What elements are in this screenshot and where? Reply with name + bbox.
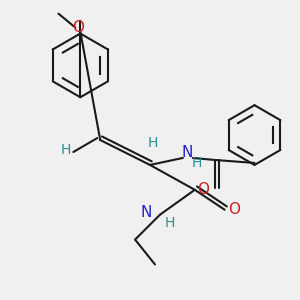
Text: O: O <box>72 20 84 35</box>
Text: H: H <box>60 143 70 157</box>
Text: H: H <box>192 156 202 170</box>
Text: O: O <box>229 202 241 217</box>
Text: N: N <box>181 146 193 160</box>
Text: N: N <box>141 205 152 220</box>
Text: O: O <box>197 182 209 197</box>
Text: H: H <box>165 216 175 230</box>
Text: H: H <box>148 136 158 150</box>
